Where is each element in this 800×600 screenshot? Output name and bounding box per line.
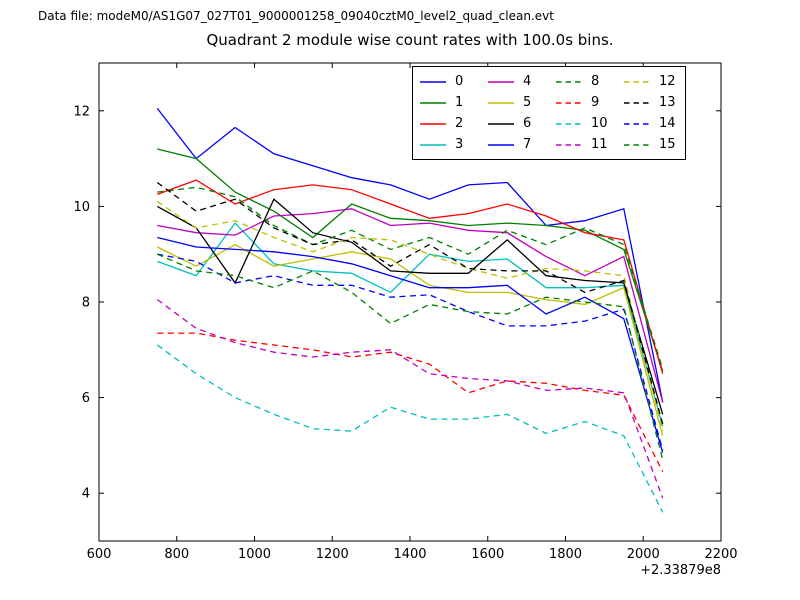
legend-entry-15: 15 [623, 134, 677, 155]
legend-entry-6: 6 [487, 113, 541, 134]
series-line-3 [157, 222, 664, 427]
x-tick-label: 1200 [316, 547, 349, 562]
legend-label-6: 6 [523, 116, 532, 131]
legend-entry-14: 14 [623, 113, 677, 134]
legend-line-swatch-4 [488, 80, 514, 83]
y-tick-label: 10 [73, 200, 90, 215]
legend-line-swatch-9 [556, 101, 582, 104]
series-line-9 [157, 332, 664, 472]
series-line-11 [156, 299, 664, 499]
series-line-1 [157, 148, 664, 372]
legend-entry-2: 2 [419, 113, 473, 134]
x-tick-label: 800 [164, 547, 189, 562]
x-tick-label: 1800 [549, 547, 582, 562]
series-line-8 [157, 186, 664, 370]
legend-label-0: 0 [455, 74, 464, 89]
legend-label-4: 4 [523, 74, 532, 89]
legend-label-10: 10 [591, 116, 608, 131]
legend-label-8: 8 [591, 74, 600, 89]
x-tick-label: 2200 [704, 547, 737, 562]
data-file-label: Data file: modeM0/AS1G07_027T01_90000012… [38, 9, 554, 23]
legend-line-swatch-11 [556, 143, 582, 146]
legend-label-12: 12 [659, 74, 676, 89]
series-line-2 [157, 179, 664, 374]
legend-entry-7: 7 [487, 134, 541, 155]
legend-label-14: 14 [659, 116, 676, 131]
legend-line-swatch-7 [488, 143, 514, 146]
legend-line-swatch-10 [556, 122, 582, 125]
legend-line-swatch-2 [420, 122, 446, 125]
series-line-12 [156, 201, 664, 432]
legend-entry-12: 12 [623, 71, 677, 92]
legend-entry-4: 4 [487, 71, 541, 92]
x-tick-label: 2000 [627, 547, 660, 562]
legend-line-swatch-8 [556, 80, 582, 83]
series-line-10 [156, 344, 664, 513]
x-tick-label: 600 [87, 547, 112, 562]
legend-entry-10: 10 [555, 113, 609, 134]
legend-line-swatch-13 [624, 101, 650, 104]
legend-line-swatch-14 [624, 122, 650, 125]
legend-entry-8: 8 [555, 71, 609, 92]
y-tick-label: 12 [73, 104, 90, 119]
y-tick-label: 6 [82, 391, 90, 406]
legend-label-11: 11 [591, 137, 608, 152]
chart-title: Quadrant 2 module wise count rates with … [206, 31, 614, 49]
series-line-15 [157, 253, 664, 460]
legend-entry-1: 1 [419, 92, 473, 113]
x-tick-label: 1400 [393, 547, 426, 562]
series-line-6 [156, 198, 664, 415]
legend-line-swatch-15 [624, 143, 650, 146]
y-tick-label: 4 [82, 487, 90, 502]
series-line-4 [157, 208, 664, 403]
legend-label-1: 1 [455, 95, 464, 110]
legend-label-5: 5 [523, 95, 532, 110]
y-tick-label: 8 [82, 296, 90, 311]
x-tick-label: 1000 [238, 547, 271, 562]
legend-line-swatch-1 [420, 101, 446, 104]
legend-label-3: 3 [455, 137, 464, 152]
series-line-14 [157, 253, 664, 451]
legend-entry-3: 3 [419, 134, 473, 155]
legend-line-swatch-12 [624, 80, 650, 83]
series-line-0 [156, 108, 664, 403]
legend-line-swatch-3 [420, 143, 446, 146]
legend-entry-5: 5 [487, 92, 541, 113]
series-line-7 [157, 236, 664, 453]
legend-entry-11: 11 [555, 134, 609, 155]
legend-label-7: 7 [523, 137, 532, 152]
legend-label-9: 9 [591, 95, 600, 110]
series-line-13 [156, 181, 664, 425]
legend-entry-0: 0 [419, 71, 473, 92]
legend-line-swatch-6 [488, 122, 514, 125]
legend-line-swatch-5 [488, 101, 514, 104]
legend-label-2: 2 [455, 116, 464, 131]
legend: 0 1 2 3 4 5 6 7 8 9 10 11 12 13 14 15 [412, 66, 686, 160]
legend-line-swatch-0 [420, 80, 446, 83]
legend-entry-13: 13 [623, 92, 677, 113]
legend-label-13: 13 [659, 95, 676, 110]
x-axis-offset-label: +2.33879e8 [640, 563, 721, 578]
legend-entry-9: 9 [555, 92, 609, 113]
legend-label-15: 15 [659, 137, 676, 152]
x-tick-label: 1600 [471, 547, 504, 562]
